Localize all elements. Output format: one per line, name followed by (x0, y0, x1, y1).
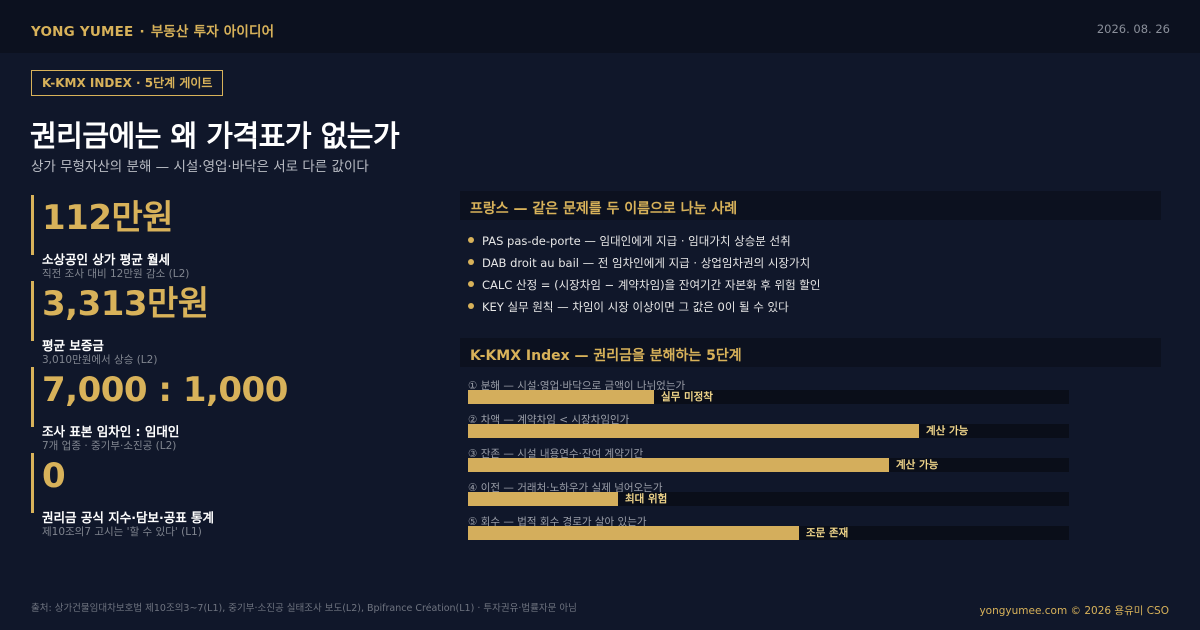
brand: YONG YUMEE · 부동산 투자 아이디어 (31, 20, 274, 40)
gate-track: 조문 존재 (468, 526, 1069, 540)
stat-accent-bar (31, 281, 34, 341)
france-bullet: KEY 실무 원칙 — 차임이 시장 이상이면 그 값은 0이 될 수 있다 (468, 299, 789, 315)
credit-link[interactable]: yongyumee.com © 2026 용유미 CSO (979, 605, 1169, 617)
page-subtitle: 상가 무형자산의 분해 — 시설·영업·바닥은 서로 다른 값이다 (31, 159, 369, 175)
gate-label: ④ 이전 — 거래처·노하우가 실제 넘어오는가 (468, 482, 663, 494)
brand-name: YONG YUMEE (31, 24, 134, 40)
gate-fill (468, 526, 799, 540)
brand-separator: · (139, 24, 145, 40)
section-name: 부동산 투자 아이디어 (150, 24, 275, 40)
bullet-text: CALC 산정 = (시장차임 − 계약차임)을 잔여기간 자본화 후 위험 할… (482, 278, 821, 292)
stat-note: 직전 조사 대비 12만원 감소 (L2) (42, 268, 190, 280)
page-title: 권리금에는 왜 가격표가 없는가 (30, 119, 400, 153)
stat-accent-bar (31, 195, 34, 255)
gate-label: ② 차액 — 계약차임 < 시장차임인가 (468, 414, 630, 426)
gate-fill (468, 424, 919, 438)
france-bullet: CALC 산정 = (시장차임 − 계약차임)을 잔여기간 자본화 후 위험 할… (468, 277, 820, 293)
stat-note: 7개 업종 · 중기부·소진공 (L2) (42, 440, 177, 452)
index-heading: K-KMX Index — 권리금을 분해하는 5단계 (470, 348, 742, 364)
bullet-dot-icon (468, 237, 474, 243)
source-note: 출처: 상가건물임대차보호법 제10조의3~7(L1), 중기부·소진공 실태조… (31, 603, 577, 614)
france-section-header: 프랑스 — 같은 문제를 두 이름으로 나눈 사례 (460, 191, 1161, 220)
france-bullet: PAS pas-de-porte — 임대인에게 지급 · 임대가치 상승분 선… (468, 233, 791, 249)
gate-label: ① 분해 — 시설·영업·바닥으로 금액이 나뉘었는가 (468, 380, 686, 392)
stat-label: 조사 표본 임차인 : 임대인 (42, 424, 180, 439)
gate-track: 계산 가능 (468, 458, 1069, 472)
stat-note: 제10조의7 고시는 '할 수 있다' (L1) (42, 526, 202, 538)
gate-track: 최대 위험 (468, 492, 1069, 506)
stat-accent-bar (31, 453, 34, 513)
france-heading: 프랑스 — 같은 문제를 두 이름으로 나눈 사례 (470, 201, 738, 217)
gate-state: 최대 위험 (625, 493, 668, 505)
bullet-text: DAB droit au bail — 전 임차인에게 지급 · 상업임차권의 … (482, 256, 811, 270)
gate-track: 계산 가능 (468, 424, 1069, 438)
gate-label: ③ 잔존 — 시설 내용연수·잔여 계약기간 (468, 448, 644, 460)
france-bullet: DAB droit au bail — 전 임차인에게 지급 · 상업임차권의 … (468, 255, 810, 271)
gate-state: 조문 존재 (806, 527, 849, 539)
stat-accent-bar (31, 367, 34, 427)
gate-label: ⑤ 회수 — 법적 회수 경로가 살아 있는가 (468, 516, 647, 528)
stat-sample-ratio: 7,000 : 1,000 조사 표본 임차인 : 임대인 7개 업종 · 중기… (31, 367, 431, 452)
gate-state: 계산 가능 (896, 459, 939, 471)
stat-value: 3,313만원 (42, 284, 209, 324)
publish-date: 2026. 08. 26 (1096, 22, 1170, 36)
stat-deposit: 3,313만원 평균 보증금 3,010만원에서 상승 (L2) (31, 281, 431, 366)
gate-fill (468, 492, 618, 506)
stat-label: 평균 보증금 (42, 338, 104, 353)
gate-fill (468, 458, 889, 472)
stat-note: 3,010만원에서 상승 (L2) (42, 354, 158, 366)
series-tag: K-KMX INDEX · 5단계 게이트 (31, 70, 224, 96)
gate-track: 실무 미정착 (468, 390, 1069, 404)
stat-value: 0 (42, 456, 66, 496)
gate-state: 계산 가능 (926, 425, 969, 437)
gate-state: 실무 미정착 (661, 391, 713, 403)
gate-fill (468, 390, 654, 404)
stat-value: 7,000 : 1,000 (42, 370, 288, 410)
stat-official-index: 0 권리금 공식 지수·담보·공표 통계 제10조의7 고시는 '할 수 있다'… (31, 453, 431, 538)
stat-label: 소상공인 상가 평균 월세 (42, 252, 171, 267)
index-section-header: K-KMX Index — 권리금을 분해하는 5단계 (460, 338, 1161, 367)
stat-value: 112만원 (42, 198, 174, 238)
bullet-text: KEY 실무 원칙 — 차임이 시장 이상이면 그 값은 0이 될 수 있다 (482, 300, 789, 314)
bullet-dot-icon (468, 259, 474, 265)
stat-label: 권리금 공식 지수·담보·공표 통계 (42, 510, 215, 525)
top-bar: YONG YUMEE · 부동산 투자 아이디어 2026. 08. 26 (0, 0, 1200, 53)
bullet-text: PAS pas-de-porte — 임대인에게 지급 · 임대가치 상승분 선… (482, 234, 791, 248)
stat-monthly-rent: 112만원 소상공인 상가 평균 월세 직전 조사 대비 12만원 감소 (L2… (31, 195, 431, 280)
bullet-dot-icon (468, 303, 474, 309)
bullet-dot-icon (468, 281, 474, 287)
